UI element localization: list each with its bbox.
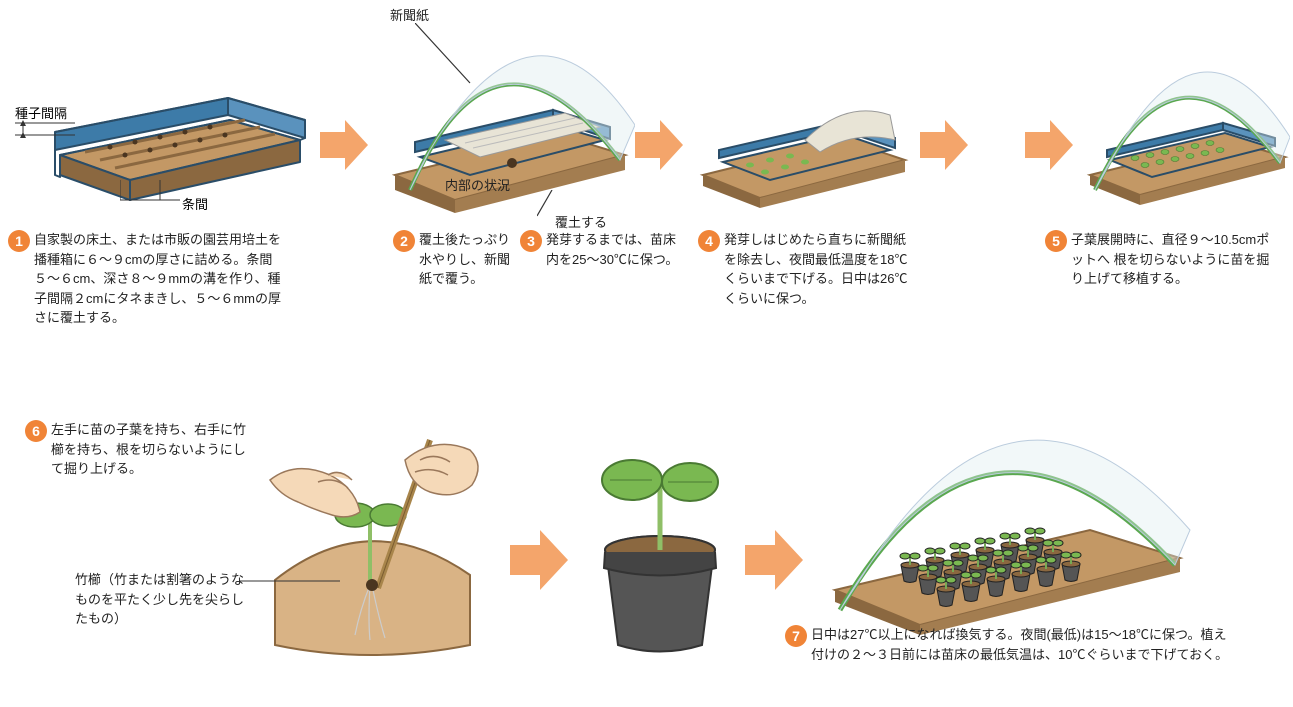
arrow-2-3: [635, 120, 685, 170]
arrow-6a: [510, 530, 570, 590]
step-num-5: 5: [1045, 230, 1067, 252]
step-num-2: 2: [393, 230, 415, 252]
step-3: 3 発芽するまでは、苗床内を25〜30℃に保つ。: [520, 230, 680, 269]
step-1: 1 自家製の床土、または市販の園芸用培土を播種箱に６〜９cmの厚さに詰める。条間…: [8, 230, 293, 328]
step-3-text: 発芽するまでは、苗床内を25〜30℃に保つ。: [546, 230, 680, 269]
illust-step6-dig: [260, 420, 490, 665]
callout-cover-soil-text: 覆土する: [555, 215, 607, 230]
illust-step4: [695, 80, 910, 215]
callout-newspaper: 新聞紙: [390, 5, 429, 24]
label-row-spacing-text: 条間: [182, 194, 208, 213]
step-6: 6 左手に苗の子葉を持ち、右手に竹櫛を持ち、根を切らないようにして掘り上げる。: [25, 420, 255, 479]
arrow-6b: [745, 530, 805, 590]
step-4-text: 発芽しはじめたら直ちに新聞紙を除去し、夜間最低温度を18℃くらいまで下げる。日中…: [724, 230, 918, 308]
callout-inside: 内部の状況: [445, 175, 510, 194]
illust-pot: [580, 440, 740, 665]
callout-inside-text: 内部の状況: [445, 178, 510, 193]
callout-bamboo: 竹櫛（竹または割箸のようなものを平たく少し先を尖らしたもの）: [75, 570, 250, 629]
arrow-3-4: [920, 120, 970, 170]
step-4: 4 発芽しはじめたら直ちに新聞紙を除去し、夜間最低温度を18℃くらいまで下げる。…: [698, 230, 918, 308]
arrow-1-2: [320, 120, 370, 170]
step-num-1: 1: [8, 230, 30, 252]
callout-newspaper-text: 新聞紙: [390, 8, 429, 23]
step-5-text: 子葉展開時に、直径９〜10.5cmポットへ 根を切らないように苗を掘り上げて移植…: [1071, 230, 1280, 289]
illust-step5: [1080, 45, 1290, 220]
step-num-4: 4: [698, 230, 720, 252]
illust-step7-greenhouse: [815, 400, 1195, 645]
callout-cover-soil: 覆土する: [555, 212, 607, 231]
step-num-7: 7: [785, 625, 807, 647]
step-num-6: 6: [25, 420, 47, 442]
step-2: 2 覆土後たっぷり水やりし、新聞紙で覆う。: [393, 230, 516, 289]
step-7: 7 日中は27℃以上になれば換気する。夜間(最低)は15〜18℃に保つ。植え付け…: [785, 625, 1235, 664]
callout-bamboo-text: 竹櫛（竹または割箸のようなものを平たく少し先を尖らしたもの）: [75, 572, 244, 626]
step-num-3: 3: [520, 230, 542, 252]
step-6-text: 左手に苗の子葉を持ち、右手に竹櫛を持ち、根を切らないようにして掘り上げる。: [51, 420, 255, 479]
step-7-text: 日中は27℃以上になれば換気する。夜間(最低)は15〜18℃に保つ。植え付けの２…: [811, 625, 1235, 664]
arrow-4-5: [1025, 120, 1075, 170]
step-5: 5 子葉展開時に、直径９〜10.5cmポットへ 根を切らないように苗を掘り上げて…: [1045, 230, 1280, 289]
label-seed-spacing: 種子間隔: [15, 103, 67, 122]
step-2-text: 覆土後たっぷり水やりし、新聞紙で覆う。: [419, 230, 516, 289]
step-1-text: 自家製の床土、または市販の園芸用培土を播種箱に６〜９cmの厚さに詰める。条間５〜…: [34, 230, 293, 328]
